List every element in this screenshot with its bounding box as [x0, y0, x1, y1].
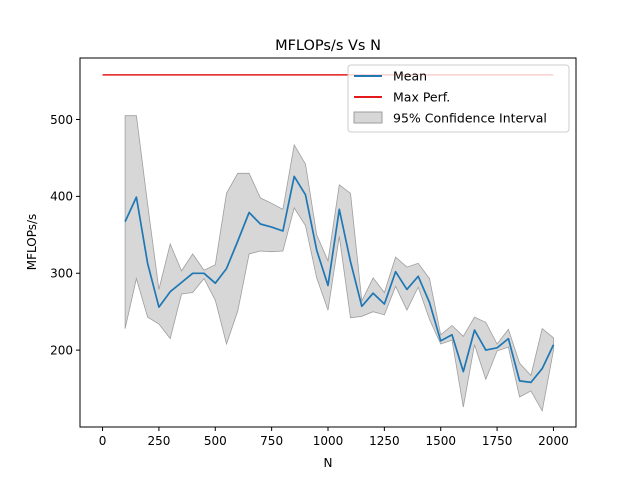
legend: Mean Max Perf. 95% Confidence Interval [347, 64, 570, 133]
legend-ci-label: 95% Confidence Interval [393, 111, 547, 126]
x-axis-label: N [324, 456, 333, 470]
legend-ci-swatch [353, 111, 383, 124]
y-tick-label: 500 [50, 113, 73, 127]
legend-box [347, 64, 570, 133]
x-tick-label: 500 [204, 434, 227, 448]
x-tick-label: 1250 [369, 434, 400, 448]
y-tick-label: 300 [50, 267, 73, 281]
x-tick-label: 1500 [425, 434, 456, 448]
chart-title: MFLOPs/s Vs N [275, 38, 381, 54]
y-tick-label: 200 [50, 343, 73, 357]
legend-mean-label: Mean [393, 69, 427, 84]
x-tick-label: 1000 [313, 434, 344, 448]
x-tick-label: 2000 [538, 434, 569, 448]
y-tick-label: 400 [50, 190, 73, 204]
x-tick-label: 750 [260, 434, 283, 448]
legend-max-label: Max Perf. [393, 90, 450, 105]
y-axis: 200 300 400 500 [50, 113, 80, 357]
y-axis-label: MFLOPs/s [25, 214, 39, 271]
x-axis: 0 250 500 750 1000 1250 1500 1750 2000 [99, 427, 569, 448]
x-tick-label: 250 [147, 434, 170, 448]
mean-line [124, 175, 555, 384]
x-tick-label: 0 [99, 434, 107, 448]
x-tick-label: 1750 [482, 434, 513, 448]
